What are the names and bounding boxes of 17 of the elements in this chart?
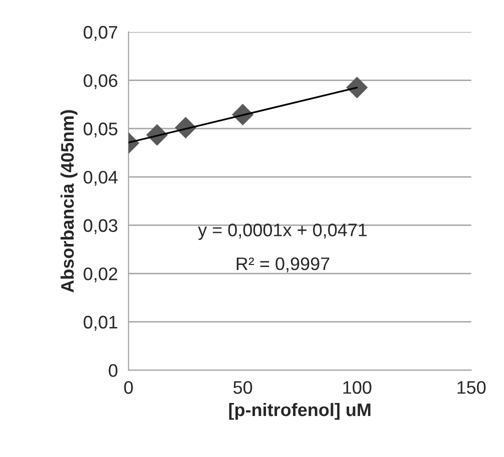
y-tick-label: 0,07 <box>84 26 118 41</box>
y-tick-label: 0 <box>108 364 118 377</box>
y-tick-label: 0,01 <box>84 316 118 331</box>
x-tick-label: 0 <box>124 381 133 394</box>
y-tick-label: 0,02 <box>84 267 118 282</box>
x-tick-label: 50 <box>233 381 252 394</box>
x-axis-title: [p-nitrofenol] uM <box>229 402 370 420</box>
annotation: y = 0,0001x + 0,0471 <box>198 224 367 240</box>
y-axis-title: Absorbancia (405nm) <box>60 110 78 292</box>
y-tick-label: 0,04 <box>84 170 118 186</box>
x-tick-label: 150 <box>458 381 486 394</box>
y-tick-label: 0,06 <box>84 74 118 90</box>
y-tick-label: 0,05 <box>84 122 118 138</box>
annotation: R² = 0,9997 <box>236 257 330 272</box>
y-tick-label: 0,03 <box>84 219 118 234</box>
x-tick-label: 100 <box>343 381 372 394</box>
point <box>346 77 368 98</box>
